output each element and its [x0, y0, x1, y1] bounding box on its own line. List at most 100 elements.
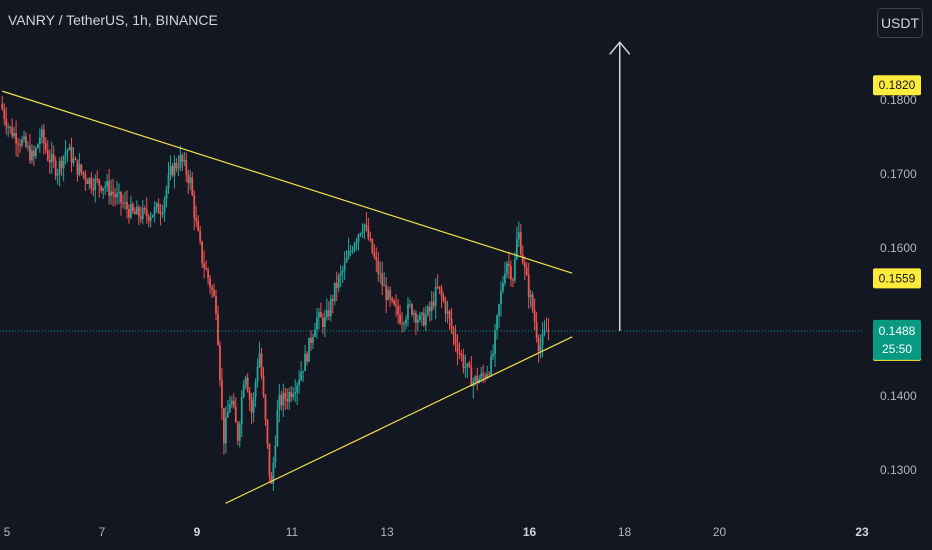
candle-body [488, 374, 491, 376]
candle-body [361, 231, 364, 234]
candle-body [33, 150, 35, 157]
candle-body [141, 208, 144, 220]
y-tick-label: 0.1400 [880, 389, 917, 403]
candle-body [163, 199, 166, 212]
candle-body [531, 294, 534, 311]
candle-body [335, 282, 338, 289]
candle-body [38, 137, 41, 145]
candle-body [94, 178, 97, 191]
candle-body [224, 417, 227, 444]
candle-body [339, 272, 342, 277]
candle-body [118, 191, 120, 194]
x-tick-label: 5 [4, 525, 11, 539]
currency-selector-button[interactable]: USDT [877, 8, 923, 38]
candle-body [276, 409, 279, 446]
candle-body [508, 263, 510, 267]
candle-body [413, 313, 415, 315]
candle-body [513, 259, 516, 281]
candle-body [106, 180, 109, 187]
price-level-label [873, 268, 921, 289]
candle-body [143, 208, 146, 210]
candle-body [286, 399, 289, 402]
candle-body [535, 321, 538, 338]
candle-body [195, 218, 198, 222]
candle-body [466, 363, 469, 368]
candle-body [474, 376, 477, 382]
y-tick-label: 0.1300 [880, 463, 917, 477]
candle-body [541, 333, 544, 346]
candle-body [131, 204, 134, 212]
candle-body [316, 317, 318, 330]
candle-body [181, 154, 184, 162]
candle-body [27, 146, 29, 148]
x-tick-label: 7 [99, 525, 106, 539]
candle-body [347, 251, 350, 259]
candle-body [266, 419, 269, 444]
descending-resistance-trendline [2, 90, 573, 274]
candle-body [70, 147, 73, 163]
candle-body [288, 392, 291, 402]
candle-body [258, 353, 261, 367]
candle-body [310, 337, 312, 343]
candle-body [44, 143, 47, 151]
candle-body [383, 285, 386, 287]
candle-body [129, 204, 132, 218]
candle-body [153, 207, 156, 215]
candle-body [50, 154, 53, 163]
candle-body [5, 118, 8, 127]
candle-body [282, 392, 285, 406]
candle-body [405, 319, 407, 324]
candle-body [302, 370, 304, 373]
candle-body [112, 191, 114, 195]
candle-body [25, 136, 27, 147]
candle-body [432, 301, 435, 307]
candle-body [155, 203, 158, 208]
candle-body [379, 273, 382, 275]
candle-body [72, 158, 75, 163]
candle-body [165, 188, 168, 200]
candle-body [500, 290, 502, 305]
candle-body [424, 314, 427, 326]
candle-body [173, 162, 176, 176]
candle-body [292, 394, 295, 398]
candle-body [66, 150, 69, 152]
candle-body [135, 207, 138, 215]
candle-body [68, 147, 71, 151]
chart-title: VANRY / TetherUS, 1h, BINANCE [8, 12, 218, 28]
candle-body [92, 187, 95, 191]
candle-body [454, 334, 457, 345]
candle-body [52, 154, 55, 161]
candle-body [464, 367, 467, 369]
candle-body [470, 366, 473, 387]
candle-body [199, 230, 202, 242]
candle-body [82, 172, 85, 175]
candle-body [393, 300, 396, 305]
candle-body [189, 177, 192, 183]
candle-body [333, 282, 336, 302]
candle-body [36, 144, 39, 149]
candle-body [391, 297, 394, 301]
candle-body [185, 160, 188, 175]
candle-body [509, 266, 512, 280]
candle-body [284, 392, 287, 400]
candle-body [369, 238, 372, 240]
candle-body [211, 287, 213, 291]
candle-body [325, 310, 328, 318]
candle-body [355, 241, 358, 245]
target-arrow-head [609, 41, 631, 55]
candle-body [242, 384, 245, 398]
candle-body [100, 185, 103, 191]
x-tick-label: 11 [286, 525, 299, 539]
candle-body [42, 129, 45, 144]
candle-body [157, 203, 160, 214]
candle-body [446, 311, 449, 314]
candle-body [418, 314, 421, 321]
candle-body [246, 377, 249, 392]
candle-body [539, 345, 542, 352]
candle-body [56, 174, 59, 176]
candle-body [440, 289, 443, 297]
candle-body [167, 174, 170, 189]
candle-body [228, 404, 231, 413]
candle-body [252, 396, 255, 413]
